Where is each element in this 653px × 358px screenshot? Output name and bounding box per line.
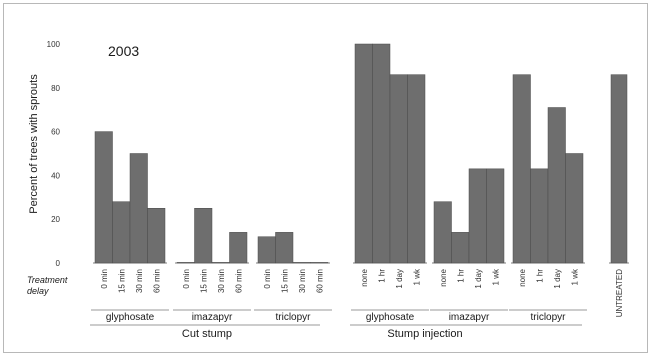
group-label: glyphosate (106, 312, 155, 323)
treatment-delay-label: Treatment (27, 275, 68, 285)
bar (310, 262, 329, 264)
y-axis-label: Percent of trees with sprouts (28, 74, 40, 214)
bar (112, 201, 131, 264)
bar (468, 168, 487, 264)
category-tick-label: 60 min (315, 269, 324, 293)
bar (275, 232, 294, 264)
bar (530, 168, 549, 264)
category-tick-label: none (518, 268, 527, 286)
group-label: triclopyr (275, 312, 311, 323)
bar (147, 208, 166, 264)
bars (94, 43, 628, 264)
group-label: triclopyr (530, 312, 566, 323)
bar (565, 153, 584, 264)
category-tick-label: 1 hr (456, 269, 465, 283)
bar (94, 131, 113, 264)
category-tick-label: 1 day (395, 269, 404, 289)
category-tick-label: 30 min (298, 269, 307, 293)
bar (354, 43, 373, 264)
bar (389, 74, 408, 264)
bar (229, 232, 248, 264)
bar-untreated (610, 74, 628, 264)
group-label: imazapyr (192, 312, 233, 323)
bar (129, 153, 148, 264)
y-tick-label: 100 (47, 40, 61, 49)
y-tick-label: 80 (51, 84, 60, 93)
bar (292, 262, 311, 264)
group-label: glyphosate (366, 312, 415, 323)
category-tick-label: 60 min (152, 269, 161, 293)
bar (407, 74, 426, 264)
category-tick-label: 0 min (182, 269, 191, 289)
y-tick-label: 20 (51, 215, 60, 224)
category-tick-label: 1 day (474, 269, 483, 289)
category-tick-label: 0 min (263, 269, 272, 289)
category-tick-label: 15 min (199, 269, 208, 293)
bar (433, 201, 452, 264)
bar (451, 232, 470, 264)
section-label: Stump injection (387, 328, 462, 340)
bar (547, 107, 566, 264)
category-tick-label: 1 hr (535, 269, 544, 283)
category-tick-label: 15 min (117, 269, 126, 293)
bar (194, 208, 213, 264)
category-tick-label: 30 min (217, 269, 226, 293)
bar (372, 43, 391, 264)
category-tick-label: none (360, 268, 369, 286)
y-tick-label: 40 (51, 171, 60, 180)
untreated-label: UNTREATED (615, 269, 624, 318)
category-tick-label: 1 hr (377, 269, 386, 283)
category-tick-label: 1 day (553, 269, 562, 289)
group-label: imazapyr (449, 312, 490, 323)
bar (211, 262, 230, 264)
treatment-delay-label-2: delay (27, 286, 49, 296)
bar (486, 168, 505, 264)
category-tick-label: 1 wk (570, 268, 579, 285)
category-tick-label: 1 wk (491, 268, 500, 285)
category-tick-label: none (439, 268, 448, 286)
category-tick-label: 30 min (135, 269, 144, 293)
year-annotation: 2003 (108, 43, 139, 59)
category-tick-label: 15 min (280, 269, 289, 293)
bar (257, 236, 276, 264)
category-tick-label: 1 wk (412, 268, 421, 285)
bar (176, 262, 195, 264)
y-tick-label: 60 (51, 128, 60, 137)
category-tick-label: 60 min (234, 269, 243, 293)
section-label: Cut stump (182, 328, 232, 340)
category-tick-label: 0 min (100, 269, 109, 289)
y-tick-label: 0 (56, 259, 61, 268)
bar (512, 74, 531, 264)
labels: 0 min 15 min 30 min 60 min glyphosate 0 min 15… (100, 268, 624, 340)
